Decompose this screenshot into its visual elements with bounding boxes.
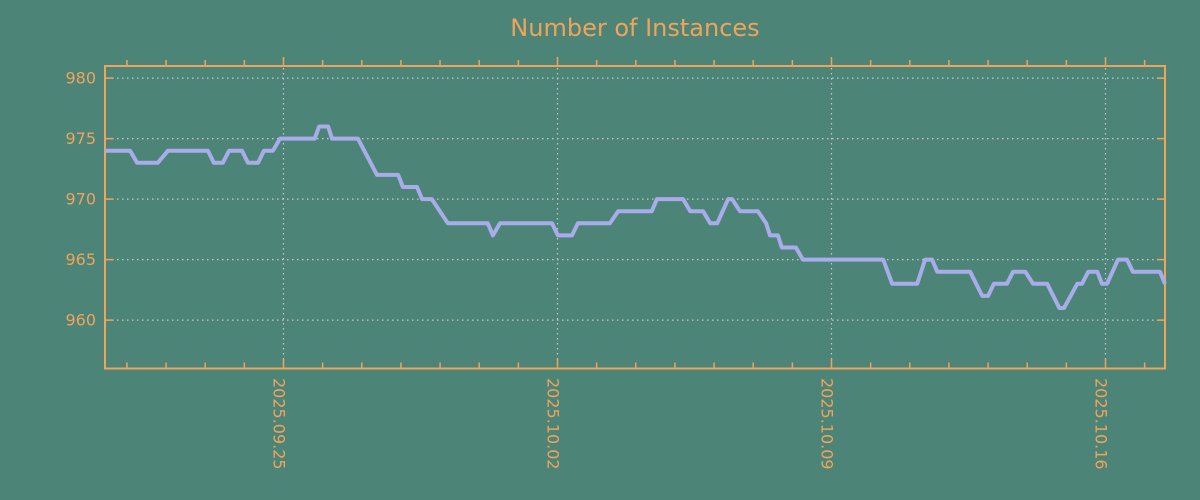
data-line-instances xyxy=(105,124,1167,310)
x-tick-label: 2025.10.09 xyxy=(817,378,836,470)
x-tick-label: 2025.09.25 xyxy=(269,378,288,470)
y-tick-label: 975 xyxy=(65,129,96,148)
y-tick-label: 970 xyxy=(65,190,96,209)
x-tick-label: 2025.10.16 xyxy=(1092,378,1111,470)
plot-frame xyxy=(104,65,1166,370)
y-tick-label: 965 xyxy=(65,250,96,269)
y-tick-label: 980 xyxy=(65,69,96,88)
x-tick-label: 2025.10.02 xyxy=(543,378,562,470)
y-tick-label: 960 xyxy=(65,311,96,330)
chart-title: Number of Instances xyxy=(510,14,760,42)
